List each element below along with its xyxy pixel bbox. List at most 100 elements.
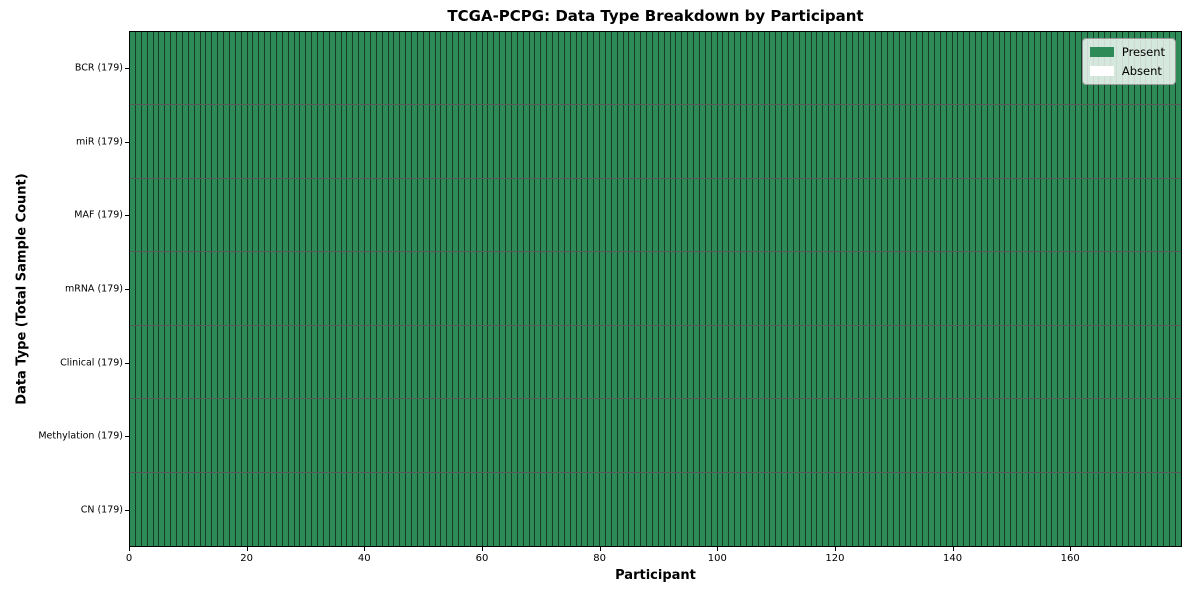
heatmap-cell	[1140, 178, 1147, 252]
heatmap-cell	[394, 325, 401, 399]
heatmap-cell	[829, 325, 835, 399]
heatmap-cell	[159, 325, 166, 399]
heatmap-cell	[335, 472, 342, 546]
heatmap-cell	[741, 399, 747, 472]
heatmap-cell	[494, 178, 501, 252]
heatmap-cell	[171, 178, 177, 252]
heatmap-cell	[1093, 472, 1100, 546]
heatmap-cell	[723, 252, 730, 325]
heatmap-cell	[805, 32, 812, 105]
heatmap-cell	[347, 325, 354, 399]
heatmap-cell	[923, 472, 929, 546]
heatmap-cell	[253, 472, 260, 546]
heatmap-cell	[764, 105, 771, 178]
heatmap-cell	[917, 252, 924, 325]
heatmap-cell	[1040, 32, 1047, 105]
heatmap-cell	[429, 252, 436, 325]
heatmap-cell	[817, 399, 824, 472]
heatmap-cell	[506, 178, 512, 252]
heatmap-cell	[400, 325, 407, 399]
heatmap-cell	[952, 472, 959, 546]
heatmap-cell	[494, 252, 501, 325]
heatmap-cell	[893, 32, 900, 105]
heatmap-cell	[723, 325, 730, 399]
heatmap-cell	[788, 178, 794, 252]
heatmap-cell	[811, 178, 818, 252]
heatmap-cell	[882, 32, 888, 105]
heatmap-cell	[981, 252, 988, 325]
heatmap-cell	[917, 472, 924, 546]
heatmap-cell	[259, 252, 266, 325]
heatmap-cell	[676, 32, 683, 105]
heatmap-cell	[1075, 325, 1082, 399]
heatmap-cell	[564, 32, 571, 105]
legend-item-present: Present	[1089, 45, 1165, 59]
heatmap-cell	[752, 178, 759, 252]
heatmap-cell	[224, 105, 230, 178]
heatmap-cell	[723, 399, 730, 472]
heatmap-cell	[1134, 105, 1141, 178]
heatmap-cell	[1081, 472, 1088, 546]
heatmap-cell	[840, 472, 847, 546]
heatmap-cell	[711, 105, 718, 178]
heatmap-cell	[511, 252, 518, 325]
heatmap-cell	[553, 472, 559, 546]
heatmap-cell	[153, 105, 160, 178]
heatmap-cell	[476, 252, 483, 325]
heatmap-cell	[993, 105, 1000, 178]
heatmap-cell	[723, 178, 730, 252]
y-tick-mark	[125, 141, 129, 143]
heatmap-cell	[300, 325, 307, 399]
heatmap-cell	[429, 178, 436, 252]
heatmap-cell	[658, 105, 665, 178]
heatmap-cell	[1152, 252, 1159, 325]
heatmap-cell	[1111, 325, 1117, 399]
heatmap-cell	[999, 105, 1006, 178]
heatmap-cell	[1081, 178, 1088, 252]
heatmap-cell	[835, 178, 841, 252]
heatmap-cell	[911, 472, 918, 546]
heatmap-cell	[412, 178, 418, 252]
heatmap-cell	[705, 252, 712, 325]
heatmap-cell	[482, 105, 489, 178]
heatmap-cell	[470, 105, 477, 178]
heatmap-cell	[817, 252, 824, 325]
heatmap-cell	[870, 472, 877, 546]
heatmap-cell	[506, 325, 512, 399]
heatmap-cell	[188, 178, 195, 252]
heatmap-cell	[840, 252, 847, 325]
heatmap-cell	[1028, 105, 1035, 178]
y-tick-label: MAF (179)	[74, 209, 123, 221]
heatmap-cell	[488, 399, 495, 472]
heatmap-cell	[1070, 32, 1076, 105]
heatmap-cell	[294, 105, 301, 178]
heatmap-cell	[600, 105, 606, 178]
heatmap-cell	[1105, 105, 1112, 178]
heatmap-cell	[799, 105, 806, 178]
heatmap-cell	[999, 325, 1006, 399]
heatmap-cell	[1034, 105, 1041, 178]
heatmap-cell	[1093, 105, 1100, 178]
heatmap-cell	[323, 105, 330, 178]
heatmap-cell	[917, 32, 924, 105]
heatmap-cell	[535, 32, 542, 105]
heatmap-cell	[1152, 325, 1159, 399]
heatmap-cell	[905, 325, 912, 399]
heatmap-cell	[506, 252, 512, 325]
heatmap-cell	[964, 32, 971, 105]
heatmap-cell	[911, 32, 918, 105]
heatmap-cell	[558, 105, 565, 178]
heatmap-cell	[1128, 178, 1135, 252]
heatmap-cell	[611, 399, 618, 472]
heatmap-cell	[453, 105, 459, 178]
heatmap-cell	[1034, 325, 1041, 399]
heatmap-cell	[241, 105, 248, 178]
heatmap-cell	[476, 32, 483, 105]
heatmap-cell	[746, 399, 753, 472]
heatmap-cell	[799, 472, 806, 546]
heatmap-cell	[641, 32, 647, 105]
heatmap-cell	[1070, 252, 1076, 325]
heatmap-cell	[623, 105, 630, 178]
heatmap-cell	[987, 399, 994, 472]
heatmap-cell	[523, 105, 530, 178]
